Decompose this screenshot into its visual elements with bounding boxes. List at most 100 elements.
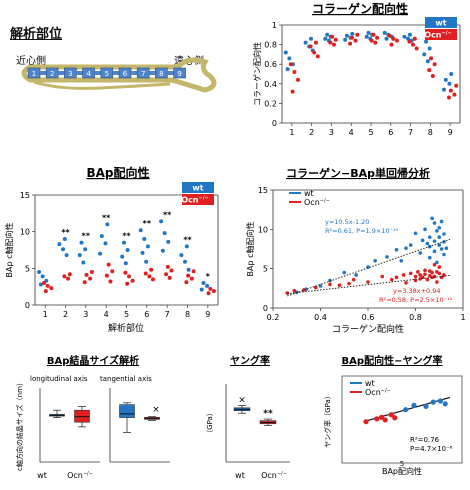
point-ocn <box>186 273 191 278</box>
point-wt <box>62 237 67 241</box>
point-wt <box>384 36 389 41</box>
point-wt <box>285 67 290 72</box>
point-ocn <box>288 62 293 67</box>
significance-mark: ** <box>102 213 111 222</box>
point-ocn <box>89 270 94 274</box>
point-ocn <box>184 280 189 285</box>
site-box-label-1: 1 <box>32 70 36 78</box>
point-wt <box>444 246 449 251</box>
annot-p: P=4.7×10⁻⁶ <box>410 445 453 453</box>
point-wt <box>166 239 171 244</box>
marker-x: × <box>238 395 246 405</box>
site-box-label-9: 9 <box>177 70 181 78</box>
point-ocn <box>313 285 318 290</box>
x-tick-label: 0.6 <box>362 313 375 322</box>
point-wt <box>77 253 82 258</box>
point-wt <box>83 247 88 252</box>
point-ocn <box>165 264 170 269</box>
chart-title: コラーゲン−BAp単回帰分析 <box>286 166 430 180</box>
point-ocn <box>408 271 413 276</box>
point-ocn <box>104 273 109 278</box>
point-ocn <box>394 38 399 43</box>
point-wt <box>205 283 210 288</box>
point-wt <box>354 273 358 277</box>
legend-wt-box <box>425 17 457 28</box>
y-tick-label: 5 <box>25 264 30 273</box>
point-wt <box>435 229 439 233</box>
point-wt <box>364 34 369 39</box>
legend-ocn-label: Ocn−/− <box>304 198 330 207</box>
point-ocn <box>290 89 295 94</box>
chart-title: BAp配向性−ヤング率 <box>342 354 443 367</box>
point-wt <box>160 248 165 253</box>
point-wt <box>79 240 84 245</box>
point-wt <box>408 243 413 247</box>
point-wt <box>430 399 436 405</box>
x-tick-label: 7 <box>165 310 170 319</box>
site-box-label-8: 8 <box>159 70 163 78</box>
point-wt <box>437 243 442 247</box>
x-axis-label: コラーゲン配向性 <box>332 323 404 335</box>
x-tick-label: 0.8 <box>409 313 422 322</box>
regression-line <box>287 274 452 295</box>
chart-title: BAp結晶サイズ解析 <box>47 354 139 367</box>
point-ocn <box>189 276 194 281</box>
x-tick-ocn: Ocn−/− <box>67 471 93 480</box>
y-tick-label: 15 <box>20 191 30 200</box>
plot-frame <box>341 375 463 464</box>
point-ocn <box>292 288 297 293</box>
point-wt <box>449 72 454 76</box>
point-ocn <box>355 32 360 37</box>
x-tick-label: 1 <box>43 310 48 319</box>
point-ocn <box>425 277 430 282</box>
legend-wt-label: wt <box>304 189 314 198</box>
point-wt <box>399 259 404 263</box>
point-ocn <box>353 38 358 43</box>
significance-mark: * <box>206 272 211 281</box>
x-tick-label: 4 <box>349 128 354 137</box>
x-tick-label: 4 <box>104 310 109 319</box>
point-wt <box>142 237 147 241</box>
point-ocn <box>312 50 317 55</box>
point-ocn <box>147 274 152 279</box>
bone-outline <box>21 57 217 93</box>
point-ocn <box>337 283 342 287</box>
point-ocn <box>66 276 70 281</box>
point-ocn <box>435 280 439 284</box>
annot-ocn-eq: y=3.38x+0.94 <box>393 287 441 295</box>
point-ocn <box>418 273 423 277</box>
point-ocn <box>437 271 442 276</box>
point-wt <box>103 241 108 246</box>
point-ocn <box>208 286 213 291</box>
legend-ocn-sup: −/− <box>381 388 391 394</box>
point-wt <box>140 250 145 255</box>
point-ocn <box>348 41 353 46</box>
point-ocn <box>328 282 332 287</box>
point-wt <box>138 228 143 233</box>
point-ocn <box>43 289 48 294</box>
point-ocn <box>110 269 115 274</box>
point-ocn <box>149 267 154 272</box>
point-ocn <box>347 281 351 286</box>
x-tick-ocn: Ocn−/− <box>261 471 287 480</box>
x-tick-label: 0.2 <box>267 313 280 322</box>
point-wt <box>422 52 427 57</box>
point-wt <box>442 232 446 236</box>
x-tick-label: 2 <box>309 128 314 137</box>
point-ocn <box>392 415 398 421</box>
point-ocn <box>394 275 399 280</box>
x-tick-label: 2 <box>63 310 68 319</box>
site-panel-title: 解析部位 <box>10 27 63 42</box>
point-wt <box>366 30 371 35</box>
point-ocn <box>123 270 128 275</box>
point-ocn <box>414 46 419 51</box>
point-ocn <box>430 270 434 275</box>
x-tick-label: 8 <box>185 310 190 319</box>
point-ocn <box>413 274 418 279</box>
point-ocn <box>437 265 442 269</box>
point-ocn <box>432 274 437 279</box>
group-label: tangential axis <box>100 375 152 383</box>
chart-young: ヤング率 × ** （GPa） wt Ocn−/− <box>206 354 290 480</box>
